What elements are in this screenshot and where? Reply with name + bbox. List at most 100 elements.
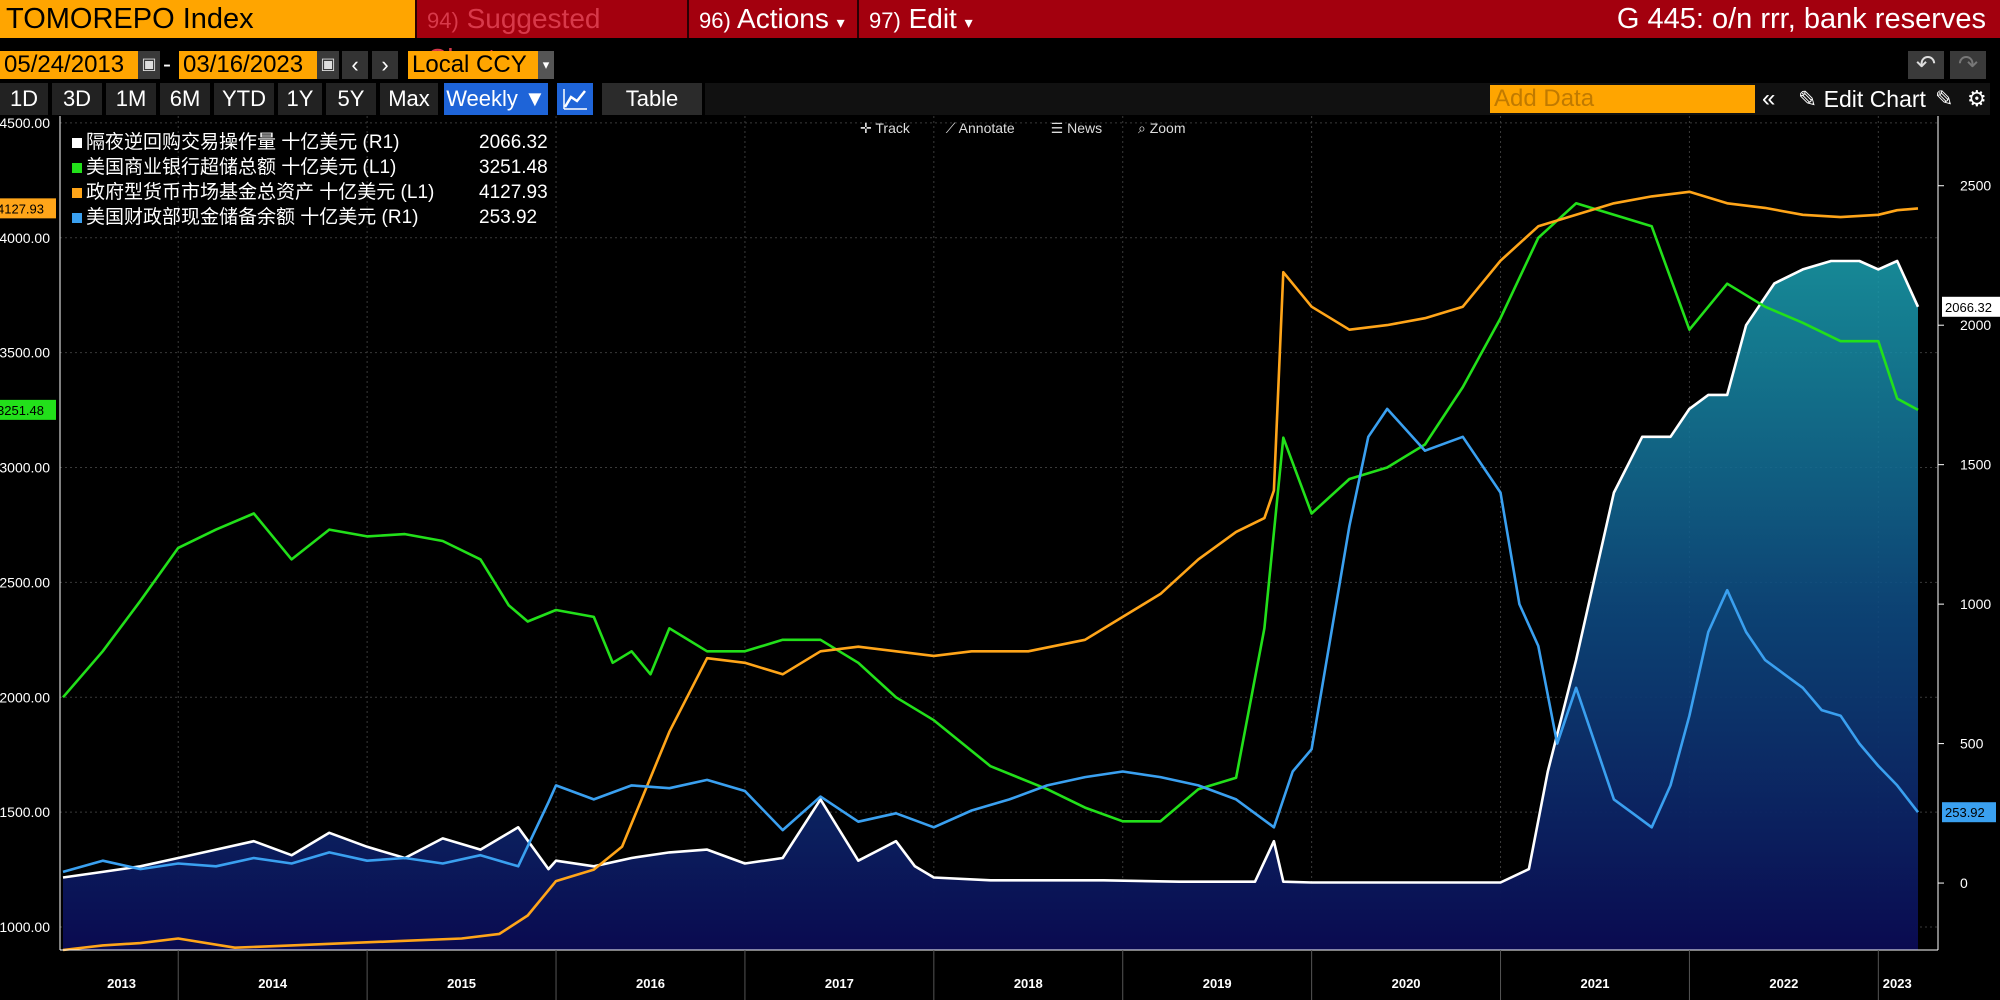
previous-period-button[interactable]: ‹ [342, 51, 368, 79]
x-axis-tick-label: 2020 [1392, 976, 1421, 991]
series-layer [62, 190, 1920, 952]
legend-value: 4127.93 [479, 182, 548, 203]
chevron-down-icon: ▾ [836, 15, 845, 32]
legend-value: 253.92 [479, 207, 538, 228]
actions-menu[interactable]: 96) Actions ▾ [687, 0, 857, 38]
last-value-tag-left: 3251.48 [0, 403, 44, 418]
add-data-input[interactable]: Add Data [1490, 85, 1755, 113]
last-value-tag-left-bg [0, 198, 56, 219]
left-axis-tick-label: 4000.00 [0, 230, 50, 246]
date-range-bar: 05/24/2013 ▣ - 03/16/2023 ▣ ‹ › Local CC… [0, 48, 2000, 82]
zoom-tool[interactable]: ⌕ Zoom [1137, 120, 1186, 136]
next-period-button[interactable]: › [372, 51, 398, 79]
chart-legend: 隔夜逆回购交易操作量 十亿美元 (R1) 2066.32 美国商业银行超储总额 … [72, 130, 548, 230]
left-axis-tick-label: 1000.00 [0, 919, 50, 935]
legend-item[interactable]: 政府型货币市场基金总资产 十亿美元 (L1) 4127.93 [72, 180, 548, 205]
chart-canvas[interactable]: 1000.00 1500.00 2000.00 2500.00 3000.00 3500.… [0, 116, 2000, 1000]
undo-icon[interactable]: ↶ [1908, 51, 1944, 79]
legend-swatch [72, 187, 82, 198]
x-axis-tick-label: 2022 [1769, 976, 1798, 991]
x-axis-tick-label: 2017 [825, 976, 854, 991]
news-tool[interactable]: ☰ News [1050, 120, 1103, 136]
legend-item[interactable]: 美国商业银行超储总额 十亿美元 (L1) 3251.48 [72, 155, 548, 180]
menu-label: Actions [737, 3, 829, 34]
x-axis-tick-label: 2019 [1203, 976, 1232, 991]
period-ytd-button[interactable]: YTD [214, 83, 274, 115]
frequency-select[interactable]: Weekly ▼ [444, 83, 548, 115]
period-5y-button[interactable]: 5Y [326, 83, 376, 115]
page-title: G 445: o/n rrr, bank reserves [1616, 3, 1986, 35]
legend-label: 美国财政部现金储备余额 十亿美元 (R1) [86, 207, 419, 228]
series-line [62, 407, 1920, 874]
menu-label: Edit [908, 3, 957, 34]
chart-tools: ✛ Track ⟋ Annotate ☰ News ⌕ Zoom [860, 120, 1218, 137]
period-6m-button[interactable]: 6M [160, 83, 210, 115]
edit-chart-button[interactable]: ✎ Edit Chart [1798, 83, 1926, 115]
date-separator: - [163, 51, 171, 78]
right-axis-tick-label: 1000 [1960, 596, 1991, 612]
start-date-field[interactable]: 05/24/2013 [0, 51, 138, 79]
track-label: Track [875, 120, 910, 136]
line-chart-icon[interactable] [557, 83, 593, 115]
period-1y-button[interactable]: 1Y [278, 83, 322, 115]
edit-annotation-icon[interactable]: ✎ [1935, 86, 1954, 111]
legend-swatch [72, 212, 82, 223]
x-axis-tick-label: 2014 [258, 976, 288, 991]
chevron-down-icon: ▾ [964, 15, 973, 32]
edit-chart-label: Edit Chart [1823, 86, 1926, 112]
x-axis-tick-label: 2018 [1014, 976, 1043, 991]
collapse-icon[interactable]: « [1762, 85, 1776, 112]
last-value-tag-right-bg [1942, 802, 1996, 823]
table-button[interactable]: Table [602, 83, 702, 115]
title-bar: TOMOREPO Index 94) Suggested Charts 96) … [0, 0, 2000, 74]
left-axis-tick-label: 2000.00 [0, 689, 50, 705]
pencil-icon: ✎ [1798, 86, 1818, 112]
edit-menu[interactable]: 97) Edit ▾ [857, 0, 983, 38]
legend-value: 2066.32 [479, 132, 548, 153]
last-value-tag-right: 2066.32 [1945, 300, 1992, 315]
annotate-tool[interactable]: ⟋ Annotate [945, 120, 1015, 136]
redo-icon[interactable]: ↷ [1950, 51, 1986, 79]
series-line [62, 259, 1920, 884]
end-date-field[interactable]: 03/16/2023 [179, 51, 317, 79]
right-axis-tick-label: 2500 [1960, 178, 1991, 194]
menu-number: 94) [427, 8, 459, 33]
legend-label: 政府型货币市场基金总资产 十亿美元 (L1) [86, 182, 435, 203]
legend-label: 美国商业银行超储总额 十亿美元 (L1) [86, 157, 397, 178]
toolbar-spacer [705, 83, 1990, 115]
x-axis-tick-label: 2023 [1883, 976, 1912, 991]
period-max-button[interactable]: Max [380, 83, 438, 115]
right-axis-tick-label: 500 [1960, 736, 1984, 752]
annotate-label: Annotate [958, 120, 1015, 136]
right-axis-tick-label: 2000 [1960, 317, 1991, 333]
currency-select[interactable]: Local CCY [408, 51, 538, 79]
left-axis-tick-label: 3500.00 [0, 345, 50, 361]
zoom-label: Zoom [1149, 120, 1186, 136]
track-tool[interactable]: ✛ Track [860, 120, 910, 136]
news-label: News [1067, 120, 1103, 136]
legend-swatch [72, 137, 82, 148]
menu-number: 97) [869, 8, 901, 33]
calendar-icon[interactable]: ▣ [138, 51, 160, 79]
left-axis-tick-label: 2500.00 [0, 574, 50, 590]
calendar-icon[interactable]: ▣ [317, 51, 339, 79]
gear-icon[interactable]: ⚙ [1967, 86, 1987, 111]
suggested-charts-menu[interactable]: 94) Suggested Charts [415, 0, 687, 74]
x-axis-tick-label: 2015 [447, 976, 476, 991]
period-toolbar: 1D 3D 1M 6M YTD 1Y 5Y Max Weekly ▼ Table… [0, 83, 2000, 116]
period-3d-button[interactable]: 3D [52, 83, 102, 115]
last-value-tag-left: 4127.93 [0, 201, 44, 216]
last-value-tag-right-bg [1942, 296, 2000, 317]
legend-item[interactable]: 美国财政部现金储备余额 十亿美元 (R1) 253.92 [72, 205, 537, 230]
chevron-down-icon[interactable]: ▾ [538, 51, 554, 79]
legend-label: 隔夜逆回购交易操作量 十亿美元 (R1) [86, 132, 400, 153]
right-axis-tick-label: 0 [1960, 875, 1968, 891]
x-axis-tick-label: 2013 [107, 976, 136, 991]
legend-item[interactable]: 隔夜逆回购交易操作量 十亿美元 (R1) 2066.32 [72, 130, 548, 155]
left-axis-tick-label: 3000.00 [0, 460, 50, 476]
security-ticker[interactable]: TOMOREPO Index [0, 0, 415, 38]
last-value-tag-right: 253.92 [1945, 805, 1985, 820]
last-value-tag-left-bg [0, 399, 56, 420]
period-1m-button[interactable]: 1M [106, 83, 156, 115]
period-1d-button[interactable]: 1D [0, 83, 48, 115]
